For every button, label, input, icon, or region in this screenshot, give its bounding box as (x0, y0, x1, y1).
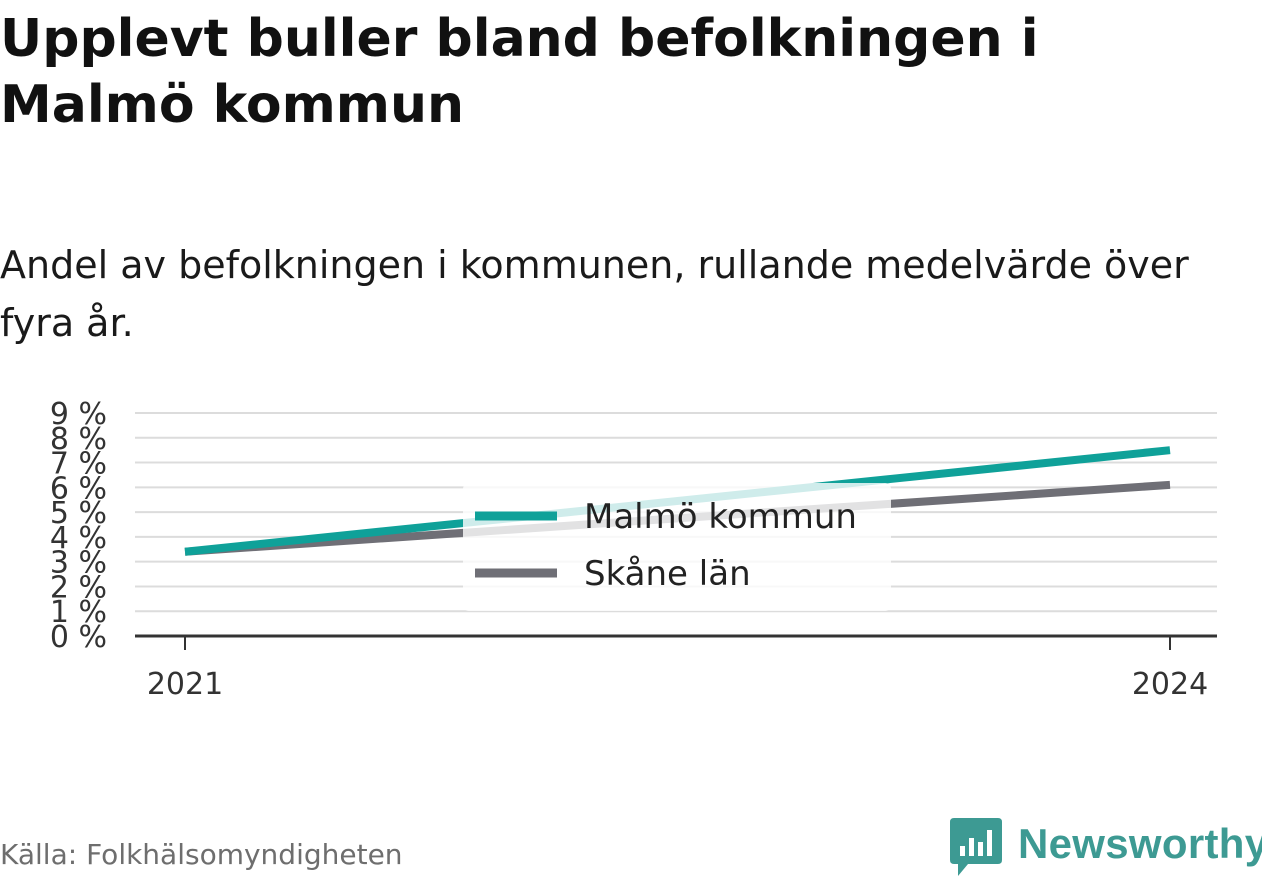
y-tick-label: 5 % (50, 496, 107, 531)
legend-label: Malmö kommun (584, 497, 857, 537)
chart-title: Upplevt buller bland befolkningen i Malm… (0, 9, 1039, 135)
y-axis-tick-labels: 0 %1 %2 %3 %4 %5 %6 %7 %8 %9 % (50, 397, 107, 655)
y-tick-label: 3 % (50, 546, 107, 581)
y-tick-label: 9 % (50, 397, 107, 432)
x-axis: 2021 2024 (135, 634, 1217, 702)
newsworthy-logo: Newsworthy (950, 818, 1262, 878)
legend-label: Skåne län (584, 554, 751, 594)
y-tick-label: 6 % (50, 471, 107, 506)
y-tick-label: 8 % (50, 422, 107, 457)
legend-box (463, 483, 891, 611)
chart-subtitle: Andel av befolkningen i kommunen, rullan… (0, 243, 1189, 345)
x-tick-label: 2024 (1132, 667, 1208, 702)
legend: Malmö kommun Skåne län (463, 483, 891, 611)
y-tick-label: 2 % (50, 570, 107, 605)
y-tick-label: 1 % (50, 595, 107, 630)
y-tick-label: 4 % (50, 521, 107, 556)
y-tick-label: 0 % (50, 620, 107, 655)
y-tick-label: 7 % (50, 447, 107, 482)
newsworthy-logo-icon (950, 818, 1002, 876)
line-chart: 0 %1 %2 %3 %4 %5 %6 %7 %8 %9 % 2021 2024 … (50, 397, 1217, 702)
x-tick-label: 2021 (147, 667, 223, 702)
source-note: Källa: Folkhälsomyndigheten (0, 838, 403, 871)
brand-name: Newsworthy (1018, 820, 1262, 867)
